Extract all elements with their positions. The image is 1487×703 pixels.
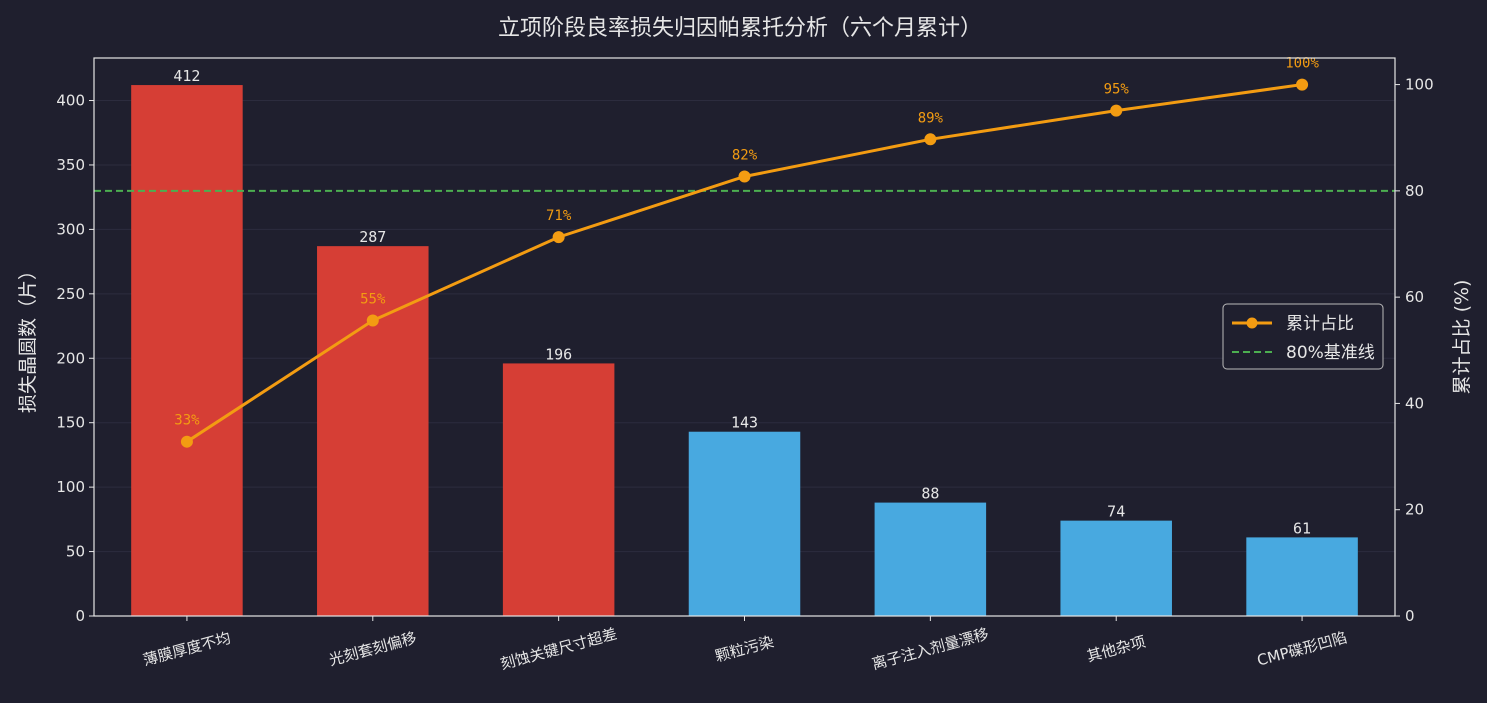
x-tick-label: CMP碟形凹陷 — [1255, 628, 1349, 669]
bar-value-label: 143 — [731, 414, 758, 432]
y2-tick-label: 20 — [1405, 501, 1424, 519]
cumulative-point — [366, 314, 379, 327]
bar — [688, 431, 801, 616]
y-axis-title: 损失晶圆数（片） — [17, 261, 39, 413]
bar — [1246, 537, 1358, 616]
y-tick-label: 200 — [56, 349, 85, 367]
x-tick-label: 离子注入剂量漂移 — [870, 625, 991, 673]
cumulative-point — [738, 170, 751, 183]
chart-title: 立项阶段良率损失归因帕累托分析（六个月累计） — [498, 16, 982, 41]
x-tick-label: 颗粒污染 — [713, 633, 776, 666]
y-tick-label: 400 — [56, 92, 85, 110]
bar-value-label: 88 — [921, 485, 939, 503]
y-tick-label: 250 — [56, 285, 85, 303]
bar — [317, 246, 429, 616]
cumulative-point — [1296, 78, 1309, 91]
cumulative-point — [552, 231, 565, 244]
cumulative-point-label: 100% — [1285, 56, 1319, 72]
cumulative-point-label: 55% — [360, 292, 386, 308]
y-tick-label: 50 — [66, 543, 85, 561]
bar — [1060, 520, 1172, 616]
legend: 累计占比 80%基准线 — [1222, 303, 1384, 370]
y-tick-label: 0 — [75, 607, 85, 625]
cumulative-point — [180, 435, 193, 448]
y2-tick-label: 0 — [1405, 607, 1415, 625]
cumulative-point-label: 71% — [546, 208, 572, 224]
legend-marker-swatch — [1246, 317, 1258, 329]
cumulative-point — [924, 133, 937, 146]
y2-tick-label: 40 — [1405, 394, 1424, 412]
y2-tick-label: 100 — [1405, 76, 1434, 94]
x-tick-label: 薄膜厚度不均 — [141, 629, 233, 670]
x-tick-label: 其他杂项 — [1085, 633, 1148, 666]
cumulative-point-label: 95% — [1104, 82, 1130, 98]
y-tick-label: 100 — [56, 478, 85, 496]
x-tick-label: 光刻套刻偏移 — [327, 629, 419, 670]
bar-value-label: 196 — [545, 345, 572, 363]
y-tick-label: 350 — [56, 156, 85, 174]
bar — [874, 502, 987, 616]
bar — [502, 363, 615, 616]
bars-layer: 412 287 196 143 88 74 61 — [131, 67, 1358, 616]
y2-axis-title: 累计占比 (%) — [1451, 280, 1473, 395]
y-tick-label: 150 — [56, 414, 85, 432]
plot-frame — [93, 57, 1396, 617]
legend-item-cumulative: 累计占比 — [1286, 314, 1354, 334]
bar-value-label: 287 — [359, 228, 386, 246]
bar-value-label: 74 — [1107, 503, 1125, 521]
bar — [131, 85, 243, 616]
y2-tick-label: 80 — [1405, 182, 1424, 200]
cumulative-line-layer: 33% 55% 71% 82% 89% 95% 100% — [174, 56, 1319, 448]
cumulative-point-label: 33% — [174, 413, 200, 429]
legend-item-baseline: 80%基准线 — [1286, 343, 1375, 363]
bar-value-label: 412 — [173, 67, 200, 85]
x-tick-label: 刻蚀关键尺寸超差 — [498, 625, 619, 673]
cumulative-point-label: 82% — [732, 148, 758, 164]
y-tick-label: 300 — [56, 220, 85, 238]
legend-box — [1222, 303, 1384, 370]
cumulative-point — [1110, 104, 1123, 117]
y2-tick-label: 60 — [1405, 288, 1424, 306]
grid-layer — [94, 100, 1395, 617]
bar-value-label: 61 — [1293, 519, 1311, 537]
cumulative-point-label: 89% — [918, 110, 944, 126]
